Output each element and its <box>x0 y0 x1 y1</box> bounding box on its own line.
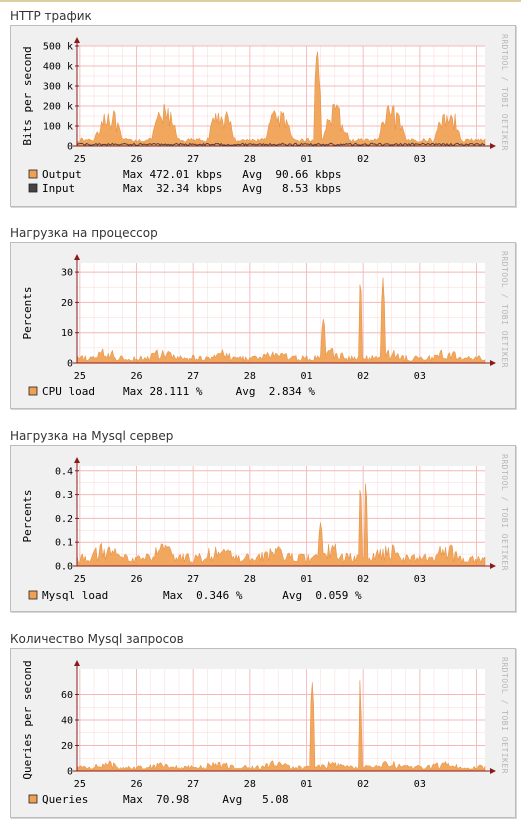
x-tick-label: 01 <box>300 574 312 585</box>
y-tick-label: 0.4 <box>55 466 73 477</box>
series-line-input <box>76 142 486 147</box>
http-traffic-chart: 0 100 k 200 k 300 k 400 k 500 k 25 26 27 28 01 02 03… <box>21 34 509 195</box>
x-tick-label: 27 <box>187 154 199 165</box>
mysql-queries-chart: 0 20 40 60 25 26 27 28 01 02 03 Queries per second R… <box>21 657 509 806</box>
x-axis-arrow <box>490 768 496 774</box>
legend-swatch <box>28 169 38 179</box>
chart-panel-mysql-load: 0.0 0.1 0.2 0.3 0.4 25 26 27 28 01 02 03 Percents RRD… <box>10 445 516 612</box>
legend-swatch <box>28 590 38 600</box>
legend-swatch <box>28 183 38 193</box>
section-title-http: HTTP трафик <box>10 9 92 23</box>
y-tick-label: 0 <box>67 767 73 778</box>
x-tick-label: 27 <box>187 574 199 585</box>
mysql-load-chart: 0.0 0.1 0.2 0.3 0.4 25 26 27 28 01 02 03 Percents RRD… <box>21 454 509 602</box>
x-tick-label: 25 <box>74 154 86 165</box>
y-axis-label: Percents <box>21 490 34 543</box>
x-tick-label: 25 <box>74 574 86 585</box>
section-title-mysql-queries: Количество Mysql запросов <box>10 632 184 646</box>
y-axis-label: Percents <box>21 287 34 340</box>
y-axis-label: Bits per second <box>21 46 34 145</box>
x-tick-label: 02 <box>357 371 369 382</box>
legend-stats: Max 28.111 % Avg 2.834 % <box>123 385 315 398</box>
x-tick-label: 28 <box>244 574 256 585</box>
y-tick-label: 300 k <box>43 82 73 93</box>
y-tick-label: 500 k <box>43 42 73 53</box>
x-tick-label: 26 <box>130 154 142 165</box>
rrdtool-watermark: RRDTOOL / TOBI OETIKER <box>500 657 509 774</box>
legend-stats: Max 0.346 % Avg 0.059 % <box>163 589 362 602</box>
y-tick-label: 40 <box>61 716 73 727</box>
series-area-cpu-load <box>76 277 486 364</box>
x-tick-label: 26 <box>130 371 142 382</box>
x-tick-label: 02 <box>357 154 369 165</box>
x-tick-label: 27 <box>187 779 199 790</box>
rrdtool-watermark: RRDTOOL / TOBI OETIKER <box>500 454 509 571</box>
x-tick-label: 28 <box>244 154 256 165</box>
y-tick-label: 20 <box>61 741 73 752</box>
x-tick-label: 25 <box>74 779 86 790</box>
top-divider <box>0 0 521 2</box>
y-tick-label: 0.0 <box>55 562 73 573</box>
x-tick-label: 28 <box>244 779 256 790</box>
x-tick-label: 01 <box>300 371 312 382</box>
y-tick-label: 200 k <box>43 102 73 113</box>
x-tick-label: 25 <box>74 371 86 382</box>
y-tick-label: 0 <box>67 359 73 370</box>
x-tick-label: 26 <box>130 779 142 790</box>
x-axis-arrow <box>490 360 496 366</box>
legend-name: Input <box>42 182 75 195</box>
legend-swatch <box>28 794 38 804</box>
x-tick-label: 01 <box>300 154 312 165</box>
y-tick-label: 100 k <box>43 122 73 133</box>
x-tick-label: 03 <box>414 371 426 382</box>
section-title-mysql-load: Нагрузка на Mysql сервер <box>10 429 174 443</box>
x-tick-label: 03 <box>414 574 426 585</box>
legend-stats: Max 472.01 kbps Avg 90.66 kbps <box>123 168 342 181</box>
cpu-load-chart: 0 10 20 30 25 26 27 28 01 02 03 Percents RRDTOOL / T… <box>21 251 509 398</box>
x-tick-label: 02 <box>357 574 369 585</box>
y-tick-label: 0.1 <box>55 538 73 549</box>
legend-swatch <box>28 386 38 396</box>
x-tick-label: 27 <box>187 371 199 382</box>
y-tick-label: 400 k <box>43 62 73 73</box>
y-axis-arrow <box>74 254 80 260</box>
y-tick-label: 0.2 <box>55 514 73 525</box>
y-tick-label: 0 <box>67 142 73 153</box>
x-axis-arrow <box>490 563 496 569</box>
y-tick-label: 10 <box>61 328 73 339</box>
x-tick-label: 03 <box>414 779 426 790</box>
section-title-cpu: Нагрузка на процессор <box>10 226 158 240</box>
y-axis-arrow <box>74 660 80 666</box>
plot-area <box>77 263 485 363</box>
chart-panel-mysql-queries: 0 20 40 60 25 26 27 28 01 02 03 Queries per second R… <box>10 648 516 818</box>
x-tick-label: 01 <box>300 779 312 790</box>
y-tick-label: 0.3 <box>55 490 73 501</box>
legend-name: Queries <box>42 793 88 806</box>
y-tick-label: 20 <box>61 298 73 309</box>
legend-name: CPU load <box>42 385 95 398</box>
x-tick-label: 02 <box>357 779 369 790</box>
legend-stats: Max 32.34 kbps Avg 8.53 kbps <box>123 182 342 195</box>
legend-name: Mysql load <box>42 589 108 602</box>
chart-panel-cpu: 0 10 20 30 25 26 27 28 01 02 03 Percents RRDTOOL / T… <box>10 242 516 409</box>
legend-stats: Max 70.98 Avg 5.08 <box>123 793 289 806</box>
series-area-mysql-load <box>76 483 486 567</box>
x-tick-label: 28 <box>244 371 256 382</box>
chart-panel-http: 0 100 k 200 k 300 k 400 k 500 k 25 26 27 28 01 02 03… <box>10 25 516 207</box>
y-tick-label: 60 <box>61 690 73 701</box>
rrdtool-watermark: RRDTOOL / TOBI OETIKER <box>500 34 509 151</box>
legend-name: Output <box>42 168 82 181</box>
y-tick-label: 30 <box>61 268 73 279</box>
series-area-queries <box>76 680 486 772</box>
x-axis-arrow <box>490 143 496 149</box>
y-axis-arrow <box>74 457 80 463</box>
y-axis-label: Queries per second <box>21 660 34 779</box>
series-area-output <box>76 51 486 147</box>
y-axis-arrow <box>74 37 80 43</box>
rrdtool-watermark: RRDTOOL / TOBI OETIKER <box>500 251 509 368</box>
x-tick-label: 26 <box>130 574 142 585</box>
x-tick-label: 03 <box>414 154 426 165</box>
